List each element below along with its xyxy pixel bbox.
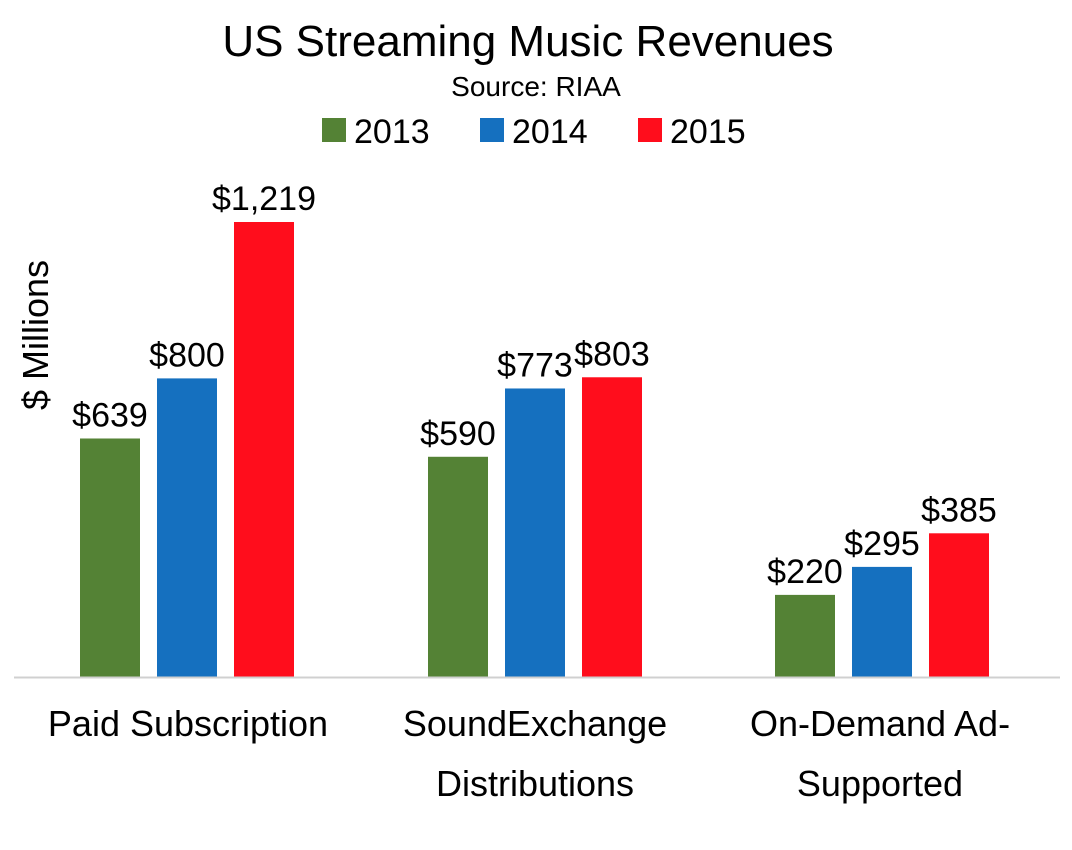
legend-label-2015: 2015: [670, 113, 746, 151]
bar-2014-cat1: [157, 378, 217, 677]
data-label-2013-cat2: $590: [420, 415, 496, 453]
chart-subtitle: Source: RIAA: [451, 71, 621, 102]
data-label-2013-cat3: $220: [767, 553, 843, 591]
bar-2014-cat2: [505, 388, 565, 677]
bar-2014-cat3: [852, 566, 912, 677]
bar-2013-cat2: [428, 456, 488, 677]
data-label-2014-cat3: $295: [844, 525, 920, 563]
legend-swatch-2015: [638, 118, 662, 142]
category-label-paid-subscription-line1: Paid Subscription: [48, 703, 328, 744]
data-labels-group: $639 $590 $220 $800 $773 $295 $1,219 $803 $385: [72, 180, 997, 591]
category-label-on-demand-ad-supported-line1: On-Demand Ad-: [750, 703, 1010, 744]
bar-2015-cat3: [929, 533, 989, 677]
category-label-soundexchange-distributions-line2: Distributions: [436, 763, 634, 804]
bars-group: [80, 222, 989, 677]
bar-2013-cat1: [80, 438, 140, 677]
bar-2013-cat3: [775, 594, 835, 677]
data-label-2014-cat1: $800: [149, 336, 225, 374]
category-label-soundexchange-distributions-line1: SoundExchange: [403, 703, 667, 744]
legend-swatch-2013: [322, 118, 346, 142]
bar-2015-cat1: [234, 222, 294, 677]
data-label-2015-cat1: $1,219: [212, 180, 316, 218]
chart-title: US Streaming Music Revenues: [222, 17, 833, 66]
y-axis-label: $ Millions: [15, 260, 56, 410]
legend-swatch-2014: [480, 118, 504, 142]
bar-2015-cat2: [582, 377, 642, 677]
data-label-2015-cat2: $803: [574, 335, 650, 373]
data-label-2014-cat2: $773: [497, 346, 573, 384]
legend: 2013 2014 2015: [322, 113, 746, 151]
legend-label-2013: 2013: [354, 113, 430, 151]
category-label-on-demand-ad-supported-line2: Supported: [797, 763, 963, 804]
data-label-2013-cat1: $639: [72, 396, 148, 434]
data-label-2015-cat3: $385: [921, 491, 997, 529]
category-labels-group: Paid Subscription SoundExchange Distributi…: [48, 703, 1010, 804]
legend-label-2014: 2014: [512, 113, 588, 151]
